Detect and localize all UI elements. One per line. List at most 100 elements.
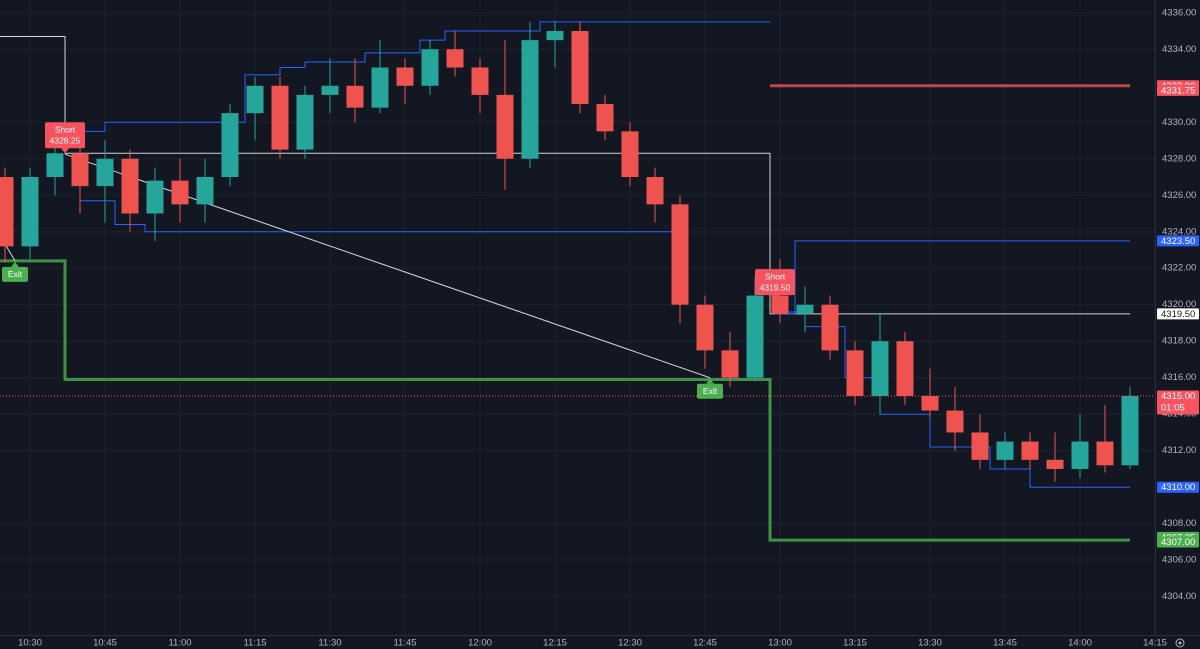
candle-body	[496, 94, 514, 159]
marker-label: 4319.50	[760, 282, 791, 292]
x-tick-label: 14:00	[1068, 638, 1092, 649]
marker-label: Exit	[703, 386, 718, 396]
candle-body	[796, 304, 814, 314]
x-tick-label: 10:45	[93, 638, 117, 649]
candle-body	[896, 341, 914, 396]
candle-body	[271, 85, 289, 150]
price-badge	[1157, 481, 1199, 493]
marker-label: Short	[55, 124, 76, 134]
y-tick-label: 4316.00	[1162, 372, 1196, 383]
y-tick-label: 4330.00	[1162, 117, 1196, 128]
price-badge-label: 4331.75	[1161, 85, 1195, 96]
price-badge-label: 4307.00	[1161, 537, 1195, 548]
trade-line	[65, 21, 770, 132]
y-tick-label: 4324.00	[1162, 226, 1196, 237]
candle-body	[1071, 441, 1089, 469]
candle-body	[96, 158, 114, 187]
price-badge-label: 4319.50	[1161, 309, 1195, 320]
candle-body	[146, 180, 164, 214]
candle-body	[521, 40, 539, 159]
y-tick-label: 4326.00	[1162, 190, 1196, 201]
candle-body	[221, 113, 239, 177]
candle-body	[321, 85, 339, 95]
candle-body	[621, 131, 639, 177]
candle-body	[971, 432, 989, 460]
x-tick-label: 13:00	[768, 638, 792, 649]
trade-line	[0, 259, 1130, 542]
marker-pointer	[771, 295, 779, 301]
y-tick-label: 4306.00	[1162, 555, 1196, 566]
candle-body	[721, 350, 739, 378]
x-tick-label: 12:45	[693, 638, 717, 649]
price-badge	[1157, 235, 1199, 247]
marker-box	[45, 122, 85, 149]
candle-body	[696, 304, 714, 351]
candle-body	[1021, 441, 1039, 460]
candle-body	[371, 67, 389, 108]
trade-line	[775, 311, 1130, 488]
marker-label: Exit	[8, 269, 23, 279]
candle-body	[996, 441, 1014, 460]
candle-body	[871, 341, 889, 396]
candle-body	[921, 395, 939, 411]
y-tick-label: 4322.00	[1162, 263, 1196, 274]
candle-body	[771, 295, 789, 314]
candle-body	[1096, 441, 1114, 466]
marker-pointer	[706, 378, 714, 384]
candle-body	[296, 94, 314, 150]
price-badge-label: 4323.50	[1161, 236, 1195, 247]
candle-body	[71, 153, 89, 187]
price-badge-label: 4310.00	[1161, 482, 1195, 493]
marker-label: 4328.25	[50, 135, 81, 145]
marker-box	[697, 383, 723, 399]
y-tick-label: 4328.00	[1162, 153, 1196, 164]
x-tick-label: 12:30	[618, 638, 642, 649]
settings-icon-dot	[1178, 641, 1182, 645]
candle-body	[121, 158, 139, 214]
candle-body	[846, 350, 864, 396]
candle-body	[946, 410, 964, 433]
price-badge	[1157, 390, 1199, 415]
candle-body	[346, 85, 364, 108]
candle-body	[571, 31, 589, 105]
x-tick-label: 14:15	[1143, 638, 1167, 649]
marker-pointer	[11, 261, 19, 267]
y-tick-label: 4334.00	[1162, 44, 1196, 55]
marker-label: Short	[765, 271, 786, 281]
y-tick-label: 4304.00	[1162, 591, 1196, 602]
price-badge	[1157, 308, 1199, 320]
candle-body	[396, 67, 414, 86]
y-tick-label: 4312.00	[1162, 445, 1196, 456]
candle-body	[1046, 459, 1064, 469]
candle-body	[1121, 395, 1139, 466]
candle-body	[546, 31, 564, 41]
candle-body	[46, 153, 64, 177]
price-badge-label: 4315.00	[1161, 391, 1195, 402]
candle-body	[471, 67, 489, 95]
x-tick-label: 13:30	[918, 638, 942, 649]
x-tick-label: 11:30	[318, 638, 341, 649]
plot-area	[0, 0, 1155, 635]
candle-body	[421, 49, 439, 86]
candle-body	[646, 176, 664, 205]
candle-body	[0, 176, 14, 247]
marker-box	[755, 269, 795, 296]
price-badge	[1157, 84, 1199, 96]
y-tick-label: 4318.00	[1162, 336, 1196, 347]
candle-body	[196, 176, 214, 205]
price-badge	[1157, 536, 1199, 548]
x-tick-label: 11:15	[243, 638, 266, 649]
marker-pointer	[61, 148, 69, 154]
settings-icon[interactable]	[1175, 638, 1185, 648]
x-tick-label: 10:30	[18, 638, 42, 649]
y-tick-label: 4336.00	[1162, 7, 1196, 18]
candle-body	[671, 204, 689, 305]
y-tick-label: 4308.00	[1162, 518, 1196, 529]
marker-box	[2, 266, 28, 282]
price-badge-sublabel: 01:05	[1161, 402, 1185, 413]
x-tick-label: 11:45	[393, 638, 416, 649]
candle-body	[246, 85, 264, 114]
x-tick-label: 11:00	[168, 638, 191, 649]
candle-body	[821, 304, 839, 351]
